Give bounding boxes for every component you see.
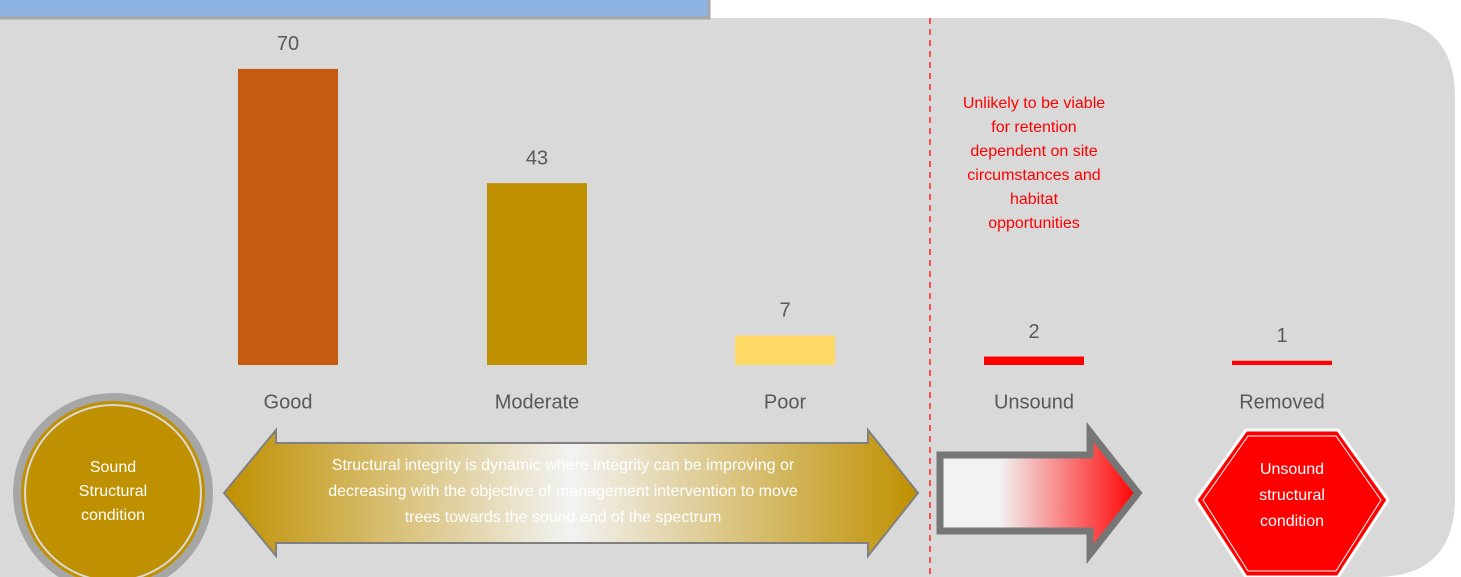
unsound-arrow bbox=[936, 421, 1143, 565]
hexagon-text: structural bbox=[1259, 487, 1325, 504]
circle-text: Sound bbox=[90, 459, 136, 476]
circle-text: Structural bbox=[79, 483, 147, 500]
category-label: Moderate bbox=[495, 391, 580, 413]
value-label: 43 bbox=[526, 147, 548, 169]
hexagon-text: Unsound bbox=[1260, 461, 1324, 478]
note-text: dependent on site bbox=[970, 143, 1097, 160]
note-text: opportunities bbox=[988, 215, 1080, 232]
arrow-text: trees towards the sound end of the spect… bbox=[405, 509, 722, 526]
arrow-text: decreasing with the objective of managem… bbox=[328, 483, 798, 500]
note-text: habitat bbox=[1010, 191, 1059, 208]
value-label: 7 bbox=[779, 300, 790, 322]
bar bbox=[984, 356, 1084, 365]
value-label: 70 bbox=[277, 33, 299, 55]
bar bbox=[735, 335, 835, 365]
arrow-text: Structural integrity is dynamic where in… bbox=[332, 457, 795, 474]
hexagon-text: condition bbox=[1260, 513, 1324, 530]
category-label: Poor bbox=[764, 391, 807, 413]
value-label: 1 bbox=[1276, 325, 1287, 347]
note-text: Unlikely to be viable bbox=[963, 95, 1105, 112]
sound-circle bbox=[13, 393, 213, 577]
header-box bbox=[0, 0, 711, 20]
category-label: Good bbox=[264, 391, 313, 413]
sound-ring bbox=[24, 404, 202, 577]
note-text: circumstances and bbox=[967, 167, 1100, 184]
value-label: 2 bbox=[1028, 321, 1039, 343]
hexagon bbox=[1194, 428, 1390, 577]
bar bbox=[487, 183, 587, 365]
bar bbox=[1232, 360, 1332, 365]
circle-text: condition bbox=[81, 507, 145, 524]
double-arrow bbox=[222, 427, 920, 559]
category-label: Unsound bbox=[994, 391, 1074, 413]
category-label: Removed bbox=[1239, 391, 1325, 413]
hexagon-edge bbox=[1202, 435, 1382, 572]
note-text: for retention bbox=[991, 119, 1076, 136]
bar bbox=[238, 68, 338, 366]
